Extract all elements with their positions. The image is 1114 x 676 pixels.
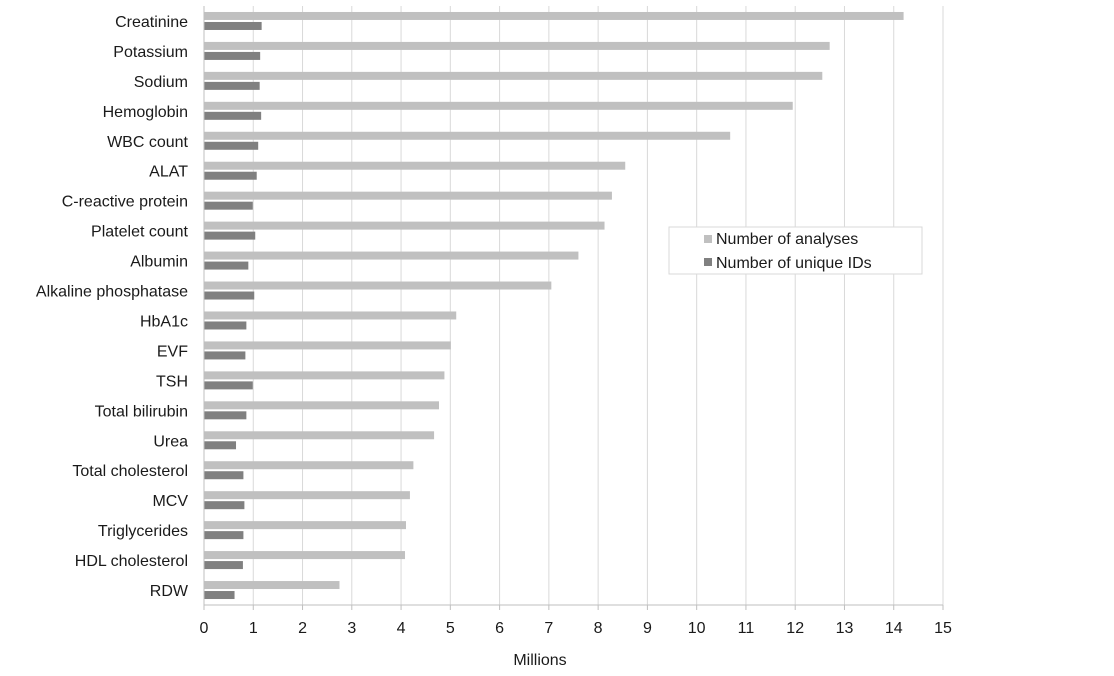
- legend-swatch-unique-ids: [704, 258, 712, 266]
- bar-unique-ids: [204, 531, 244, 540]
- category-label: TSH: [156, 373, 188, 390]
- bar-analyses: [204, 281, 552, 290]
- legend: Number of analyses Number of unique IDs: [668, 226, 923, 275]
- bar-analyses: [204, 221, 605, 230]
- x-tick-label: 6: [495, 620, 504, 637]
- bar-analyses: [204, 371, 445, 380]
- category-label: WBC count: [107, 134, 188, 151]
- bar-analyses: [204, 431, 435, 440]
- category-label: Creatinine: [115, 14, 188, 31]
- category-label: C-reactive protein: [62, 194, 188, 211]
- bar-unique-ids: [204, 81, 260, 90]
- bar-unique-ids: [204, 231, 256, 240]
- bar-analyses: [204, 161, 626, 170]
- category-label: Total cholesterol: [72, 463, 188, 480]
- x-tick-label: 10: [688, 620, 706, 637]
- bar-unique-ids: [204, 261, 249, 270]
- bar-unique-ids: [204, 171, 257, 180]
- category-label: Total bilirubin: [95, 403, 188, 420]
- bar-unique-ids: [204, 591, 235, 600]
- bar-unique-ids: [204, 51, 261, 60]
- bar-unique-ids: [204, 141, 259, 150]
- x-tick-label: 3: [347, 620, 356, 637]
- bar-analyses: [204, 311, 457, 320]
- x-tick-label: 14: [885, 620, 903, 637]
- bar-unique-ids: [204, 561, 243, 570]
- category-label: Alkaline phosphatase: [36, 284, 188, 301]
- bar-analyses: [204, 521, 406, 530]
- x-tick-label: 2: [298, 620, 307, 637]
- bar-unique-ids: [204, 111, 262, 120]
- bar-analyses: [204, 581, 340, 590]
- bar-unique-ids: [204, 471, 244, 480]
- category-label: Triglycerides: [98, 523, 188, 540]
- bar-unique-ids: [204, 321, 247, 330]
- legend-box: [668, 226, 923, 275]
- category-label: Hemoglobin: [103, 104, 188, 121]
- category-label: HDL cholesterol: [75, 553, 188, 570]
- bar-unique-ids: [204, 291, 255, 300]
- bars: [204, 11, 904, 600]
- x-axis-title: Millions: [513, 652, 566, 669]
- bar-analyses: [204, 401, 440, 410]
- x-tick-label: 1: [249, 620, 258, 637]
- x-tick-label: 4: [397, 620, 406, 637]
- x-tick-label: 12: [786, 620, 804, 637]
- bar-analyses: [204, 341, 451, 350]
- category-label: RDW: [150, 583, 189, 600]
- x-tick-label: 9: [643, 620, 652, 637]
- bar-analyses: [204, 131, 731, 140]
- bar-analyses: [204, 551, 406, 560]
- bar-unique-ids: [204, 201, 253, 210]
- x-tick-label: 7: [544, 620, 553, 637]
- x-tick-label: 5: [446, 620, 455, 637]
- x-axis-ticks: 0 1 2 3 4 5 6 7 8 9 10 11 12 13 14 15: [200, 605, 952, 637]
- category-label: HbA1c: [140, 313, 188, 330]
- category-label: Urea: [153, 433, 188, 450]
- bar-unique-ids: [204, 21, 262, 30]
- bar-unique-ids: [204, 501, 245, 510]
- bar-analyses: [204, 101, 793, 110]
- x-tick-label: 11: [738, 620, 755, 637]
- gridlines: [252, 6, 944, 605]
- x-tick-label: 13: [836, 620, 854, 637]
- bar-unique-ids: [204, 381, 253, 390]
- bar-analyses: [204, 11, 904, 20]
- bar-analyses: [204, 491, 410, 500]
- legend-label-unique-ids: Number of unique IDs: [716, 255, 872, 272]
- bar-analyses: [204, 191, 612, 200]
- legend-label-analyses: Number of analyses: [716, 231, 858, 248]
- bar-analyses: [204, 461, 414, 470]
- bar-analyses: [204, 71, 823, 80]
- category-label: Sodium: [134, 74, 188, 91]
- x-tick-label: 8: [594, 620, 603, 637]
- bar-analyses: [204, 251, 579, 260]
- category-label: ALAT: [149, 164, 188, 181]
- category-label: EVF: [157, 343, 188, 360]
- x-tick-label: 0: [200, 620, 209, 637]
- category-label: MCV: [152, 493, 188, 510]
- category-label: Albumin: [130, 254, 188, 271]
- category-label: Platelet count: [91, 224, 189, 241]
- category-label: Potassium: [113, 44, 188, 61]
- x-tick-label: 15: [934, 620, 952, 637]
- bar-unique-ids: [204, 411, 247, 420]
- bar-analyses: [204, 41, 830, 50]
- bar-unique-ids: [204, 351, 246, 360]
- category-labels: Creatinine Potassium Sodium Hemoglobin WBC c…: [36, 14, 189, 600]
- bar-unique-ids: [204, 441, 237, 450]
- legend-swatch-analyses: [704, 235, 712, 243]
